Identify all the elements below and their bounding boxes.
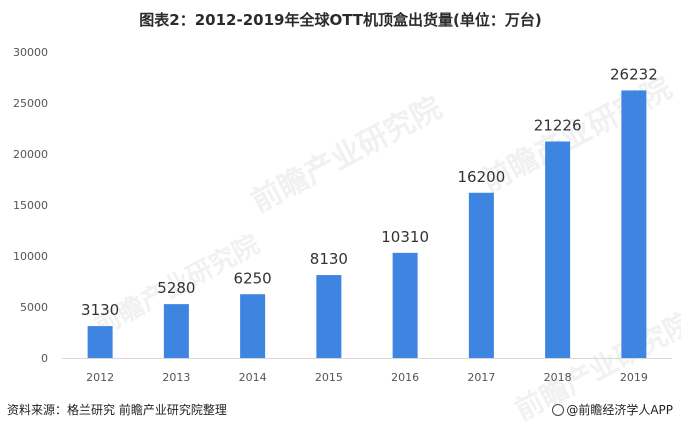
x-tick-label: 2014 bbox=[239, 371, 267, 384]
x-tick-label: 2019 bbox=[620, 371, 648, 384]
x-tick-label: 2013 bbox=[162, 371, 190, 384]
bar bbox=[316, 275, 342, 358]
y-tick-label: 15000 bbox=[13, 199, 48, 212]
bar bbox=[163, 304, 189, 358]
y-tick-label: 5000 bbox=[20, 301, 48, 314]
x-tick-label: 2015 bbox=[315, 371, 343, 384]
credit: @前瞻经济学人APP bbox=[552, 401, 673, 418]
data-label: 21226 bbox=[534, 116, 582, 134]
data-label: 5280 bbox=[157, 279, 195, 297]
bar bbox=[240, 294, 266, 358]
data-label: 8130 bbox=[310, 250, 348, 268]
bar bbox=[87, 326, 113, 358]
x-tick-label: 2017 bbox=[467, 371, 495, 384]
data-label: 16200 bbox=[458, 168, 506, 186]
bar bbox=[621, 90, 647, 359]
x-tick-label: 2012 bbox=[86, 371, 114, 384]
chart-title: 图表2：2012-2019年全球OTT机顶盒出货量(单位：万台) bbox=[139, 11, 542, 29]
bar bbox=[468, 192, 494, 358]
credit-text: @前瞻经济学人APP bbox=[566, 403, 673, 417]
x-tick-label: 2018 bbox=[544, 371, 572, 384]
source-note: 资料来源：格兰研究 前瞻产业研究院整理 bbox=[7, 403, 227, 417]
y-tick-label: 30000 bbox=[13, 46, 48, 59]
data-label: 26232 bbox=[610, 65, 658, 83]
bar bbox=[545, 141, 571, 358]
y-tick-label: 25000 bbox=[13, 97, 48, 110]
data-label: 10310 bbox=[381, 228, 429, 246]
x-tick-label: 2016 bbox=[391, 371, 419, 384]
y-tick-label: 0 bbox=[41, 352, 48, 365]
logo-icon bbox=[552, 404, 565, 416]
y-tick-label: 20000 bbox=[13, 148, 48, 161]
y-tick-label: 10000 bbox=[13, 250, 48, 263]
data-label: 6250 bbox=[234, 269, 272, 287]
bar bbox=[392, 252, 418, 358]
data-label: 3130 bbox=[81, 301, 119, 319]
